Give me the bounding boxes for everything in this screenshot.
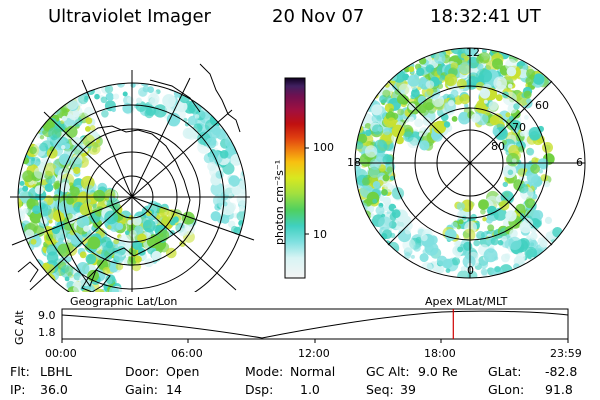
mlat-mlt-grid [354, 47, 586, 279]
altitude-timeline [61, 308, 569, 343]
mlat-label-60: 60 [535, 99, 549, 112]
mode-value: Normal [290, 364, 336, 379]
filter-label: Flt: [10, 364, 30, 379]
mode-label: Mode: [245, 364, 284, 379]
timeline-xtick-1200: 12:00 [298, 347, 330, 360]
timeline-xtick-1800: 18:00 [424, 347, 456, 360]
time-label: 18:32:41 UT [430, 6, 541, 27]
date-label: 20 Nov 07 [272, 6, 365, 27]
seq-value: 39 [400, 382, 416, 397]
dsp-label: Dsp: [245, 382, 274, 397]
glon-label: GLon: [488, 382, 525, 397]
auroral-emission-geographic [18, 83, 246, 292]
timeline-ticks [61, 339, 569, 343]
gc-alt-label: GC Alt: [366, 364, 410, 379]
colorbar-label: photon cm⁻²s⁻¹ [273, 159, 286, 245]
altitude-curve [61, 310, 569, 339]
mlat-label-70: 70 [512, 121, 526, 134]
timeline-ylabel: GC Alt [13, 310, 26, 345]
colorbar-tick-10: 10 [313, 228, 327, 241]
mlt-label-6: 6 [576, 156, 583, 169]
timeline-frame [61, 308, 569, 340]
gain-label: Gain: [125, 382, 158, 397]
ip-value: 36.0 [40, 382, 68, 397]
magnetic-image-panel [354, 47, 586, 279]
colorbar [284, 77, 309, 279]
filter-value: LBHL [40, 364, 72, 379]
glat-label: GLat: [488, 364, 522, 379]
mlt-label-0: 0 [467, 264, 474, 277]
door-value: Open [166, 364, 200, 379]
gc-alt-value: 9.0 Re [418, 364, 458, 379]
mlt-label-18: 18 [347, 156, 361, 169]
right-panel-caption: Apex MLat/MLT [425, 295, 508, 308]
instrument-title: Ultraviolet Imager [48, 6, 211, 27]
gain-value: 14 [166, 382, 182, 397]
colorbar-tick-100: 100 [313, 141, 334, 154]
glon-value: 91.8 [545, 382, 573, 397]
timeline-ytick-high: 9.0 [38, 309, 56, 322]
timeline-xtick-0000: 00:00 [45, 347, 77, 360]
timeline-ytick-low: 1.8 [38, 326, 56, 339]
mlat-label-80: 80 [491, 140, 505, 153]
seq-label: Seq: [366, 382, 394, 397]
ip-label: IP: [10, 382, 26, 397]
coastline [17, 63, 241, 292]
door-label: Door: [125, 364, 160, 379]
geographic-image-panel [10, 63, 255, 292]
dsp-value: 1.0 [300, 382, 320, 397]
left-panel-caption: Geographic Lat/Lon [70, 295, 178, 308]
lat-lon-grid [10, 70, 255, 292]
timeline-xtick-0600: 06:00 [171, 347, 203, 360]
glat-value: -82.8 [545, 364, 578, 379]
mlt-label-12: 12 [466, 46, 480, 59]
timeline-xtick-2359: 23:59 [550, 347, 582, 360]
